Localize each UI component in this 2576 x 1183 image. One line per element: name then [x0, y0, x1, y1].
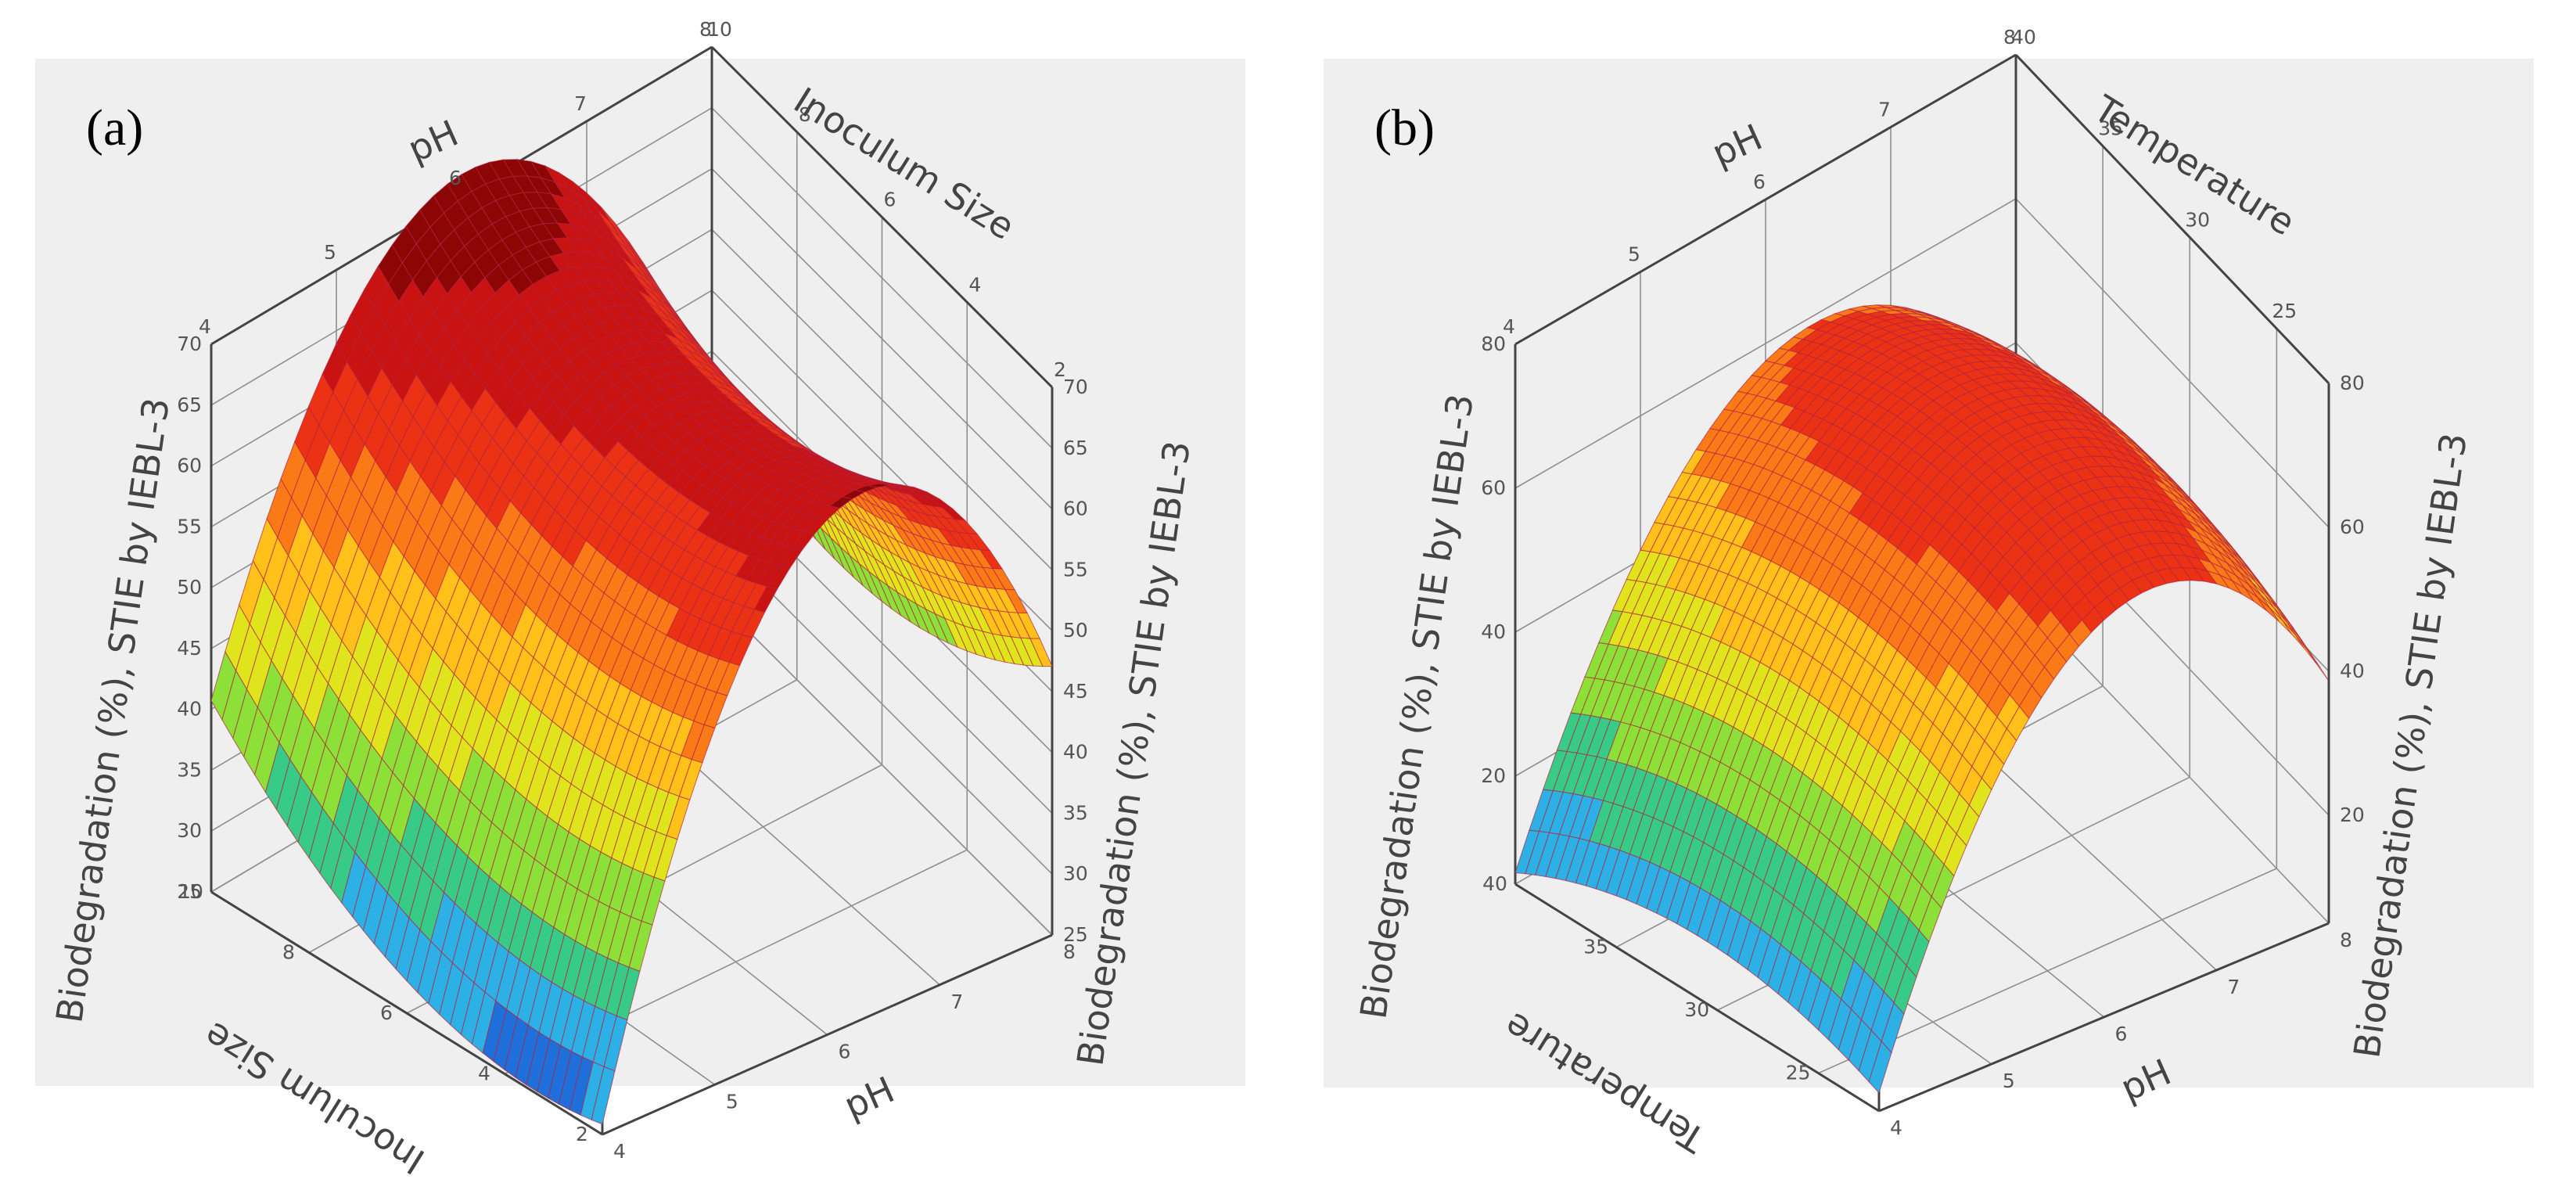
z-tick-right: 40: [2340, 660, 2365, 682]
x-tick-top: 5: [324, 241, 336, 264]
z-tick-right: 70: [1063, 376, 1088, 398]
surface-plot-a: 4567845678246810246810253035404550556065…: [35, 18, 1245, 1183]
x-tick-top: 6: [449, 167, 462, 189]
y-tick-top: 35: [2098, 117, 2123, 140]
box-edge: [2014, 53, 2330, 385]
z-tick-right: 20: [2340, 804, 2365, 826]
y-tick-front: 2: [576, 1123, 588, 1145]
x-tick-top: 8: [699, 18, 712, 41]
x-tick-top: 6: [1753, 171, 1766, 193]
x-tick-top: 4: [199, 315, 211, 338]
y-tick-top: 30: [2185, 208, 2210, 231]
z-tick-left: 25: [177, 880, 202, 903]
z-tick-left: 35: [177, 758, 202, 781]
response-surface: [210, 159, 1053, 1125]
x-tick-top: 8: [2003, 26, 2016, 49]
z-tick-left: 30: [177, 819, 202, 842]
z-tick-left: 40: [1481, 620, 1506, 643]
x-tick-front: 8: [1063, 940, 1076, 963]
side-wall-grid-z: [711, 167, 1053, 510]
x-tick-front: 6: [2115, 1023, 2128, 1045]
y-tick-front: 10: [178, 880, 203, 903]
y-tick-front: 35: [1583, 936, 1608, 958]
z-tick-right: 55: [1063, 558, 1088, 581]
side-wall-grid-z: [711, 107, 1053, 449]
x-tick-top: 4: [1503, 315, 1515, 338]
tick-labels: 4567845678246810246810253035404550556065…: [177, 18, 1088, 1163]
y-tick-front: 4: [478, 1063, 490, 1085]
x-tick-front: 5: [2003, 1070, 2015, 1092]
y-tick-front: 40: [1482, 872, 1507, 895]
z-tick-right: 65: [1063, 437, 1088, 459]
z-tick-right: 60: [1063, 498, 1088, 520]
z-tick-right: 40: [1063, 741, 1088, 764]
box-edge: [602, 933, 1053, 1136]
x-tick-front: 8: [2340, 929, 2352, 951]
response-surface: [1514, 304, 2330, 1094]
y-tick-top: 40: [2011, 26, 2036, 49]
box-edge: [1514, 53, 2017, 346]
box-edge: [1514, 883, 1880, 1113]
x-tick-front: 6: [839, 1041, 851, 1063]
y-tick-front: 30: [1684, 998, 1709, 1021]
panel-label: (a): [86, 99, 143, 156]
y-tick-top: 4: [968, 273, 981, 296]
panel-label: (b): [1374, 99, 1435, 156]
y-tick-front: 8: [282, 941, 295, 964]
z-tick-left: 40: [177, 698, 202, 721]
surface-plot-b: 4 5 6 7 8 4 5 6 7 8 25 30 35 40 25 30 35 40 20 40 60 80 20 40 60…: [1324, 26, 2534, 1161]
x-tick-top: 7: [574, 92, 587, 115]
x-tick-top: 5: [1628, 243, 1640, 266]
x-tick-top: 7: [1878, 99, 1891, 121]
x-tick-front: 5: [726, 1090, 738, 1113]
y-tick-top: 8: [799, 103, 811, 126]
tick-labels: 4 5 6 7 8 4 5 6 7 8 25 30 35 40 25 30 35 40 20 40 60 80 20 40 60…: [1481, 26, 2365, 1139]
x-tick-front: 7: [2227, 976, 2240, 998]
x-tick-front: 4: [1890, 1116, 1902, 1139]
x-tick-front: 4: [613, 1140, 626, 1163]
z-tick-right: 25: [1063, 923, 1088, 946]
y-tick-front: 25: [1786, 1062, 1811, 1084]
z-tick-left: 20: [1481, 764, 1506, 787]
z-tick-right: 35: [1063, 801, 1088, 824]
z-tick-left: 55: [177, 515, 202, 538]
y-tick-top: 25: [2272, 300, 2297, 322]
surface-facet: [1868, 1041, 1892, 1094]
z-tick-right: 30: [1063, 862, 1088, 885]
z-tick-left: 70: [177, 333, 202, 355]
box-edge: [710, 45, 1054, 389]
z-tick-left: 60: [1481, 476, 1506, 499]
z-tick-right: 80: [2340, 372, 2365, 394]
y-tick-top: 2: [1054, 358, 1066, 381]
z-tick-left: 45: [177, 637, 202, 660]
side-wall-grid-z: [2015, 198, 2330, 528]
y-tick-top: 10: [707, 18, 732, 41]
z-tick-left: 50: [177, 576, 202, 599]
z-tick-left: 60: [177, 455, 202, 477]
y-tick-top: 6: [884, 189, 896, 211]
z-tick-right: 60: [2340, 516, 2365, 538]
z-tick-left: 80: [1481, 333, 1506, 355]
box-edge: [210, 890, 603, 1136]
side-wall-grid-z: [711, 228, 1053, 570]
surface-facet: [591, 1066, 616, 1125]
side-wall-grid-z: [711, 594, 1053, 936]
chart-panel-a: 4 5 6 7 8 4 5 6 7 8 2 4 6 8 10 2 4 6 8 10 25 30 35 40 45 50 55 60 65…: [35, 18, 1245, 1183]
box-edge: [1878, 922, 2330, 1113]
z-tick-right: 45: [1063, 680, 1088, 703]
back-wall-grid-z: [1514, 198, 2017, 489]
z-tick-left: 65: [177, 394, 202, 416]
y-tick-front: 6: [380, 1001, 393, 1024]
chart-panel-b: 4 5 6 7 8 4 5 6 7 8 25 30 35 40 25 30 35 40 20 40 60 80 20 40 60…: [1288, 0, 2576, 1183]
x-tick-front: 7: [950, 991, 963, 1013]
z-tick-right: 50: [1063, 619, 1088, 642]
